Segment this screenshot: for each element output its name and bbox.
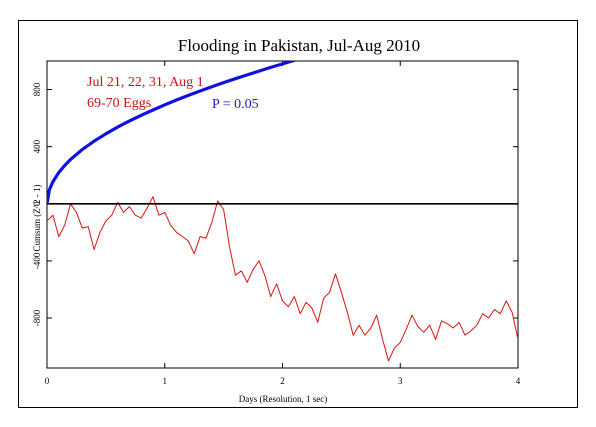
annotation-probability: P = 0.05 (212, 97, 259, 112)
x-tick-label: 2 (280, 376, 285, 386)
x-tick-label: 0 (45, 376, 50, 386)
y-tick-label: 400 (32, 139, 42, 153)
x-axis-title: Days (Resolution, 1 sec) (239, 394, 327, 404)
y-tick-label: 0 (32, 201, 42, 206)
y-axis-title: Cumsum (Z^2 - 1) (32, 185, 42, 252)
cumsum-line (47, 196, 518, 362)
x-tick-label: 3 (398, 376, 403, 386)
series-layer (47, 61, 518, 362)
y-tick-label: -400 (32, 252, 42, 269)
annotation-dates: Jul 21, 22, 31, Aug 1 (87, 75, 204, 90)
y-tick-label: 800 (32, 82, 42, 96)
chart-title: Flooding in Pakistan, Jul-Aug 2010 (178, 36, 420, 55)
probability-envelope-line (47, 61, 298, 205)
x-tick-label: 4 (516, 376, 521, 386)
annotation-eggs: 69-70 Eggs (87, 96, 151, 111)
x-tick-label: 1 (163, 376, 168, 386)
chart-frame (18, 20, 578, 408)
axis-ticks: 0 1 2 3 4 -800 -400 0 400 800 (32, 61, 521, 386)
y-tick-label: -800 (32, 309, 42, 326)
